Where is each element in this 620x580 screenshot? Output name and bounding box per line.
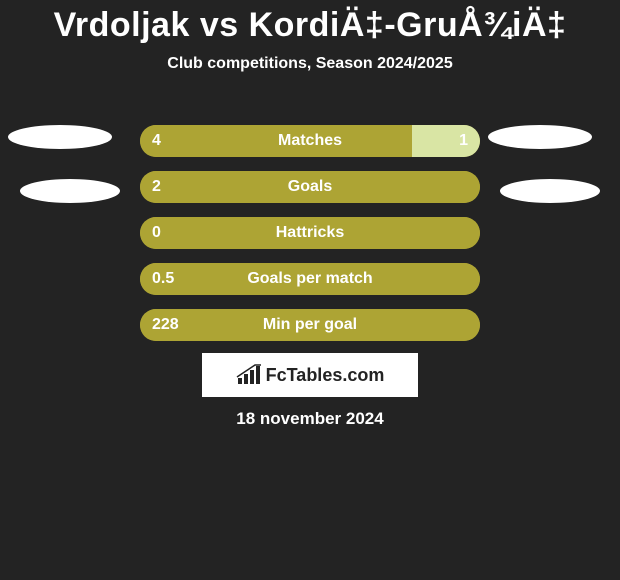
badge-text: FcTables.com	[266, 365, 385, 386]
stat-row: 0.5Goals per match	[0, 256, 620, 302]
stat-row: 228Min per goal	[0, 302, 620, 348]
page-root: Vrdoljak vs KordiÄ‡-GruÅ¾iÄ‡ Club compet…	[0, 0, 620, 580]
bar-value-left: 228	[152, 309, 179, 341]
bar-track: 228Min per goal	[140, 309, 480, 341]
bar-fill-left	[140, 125, 412, 157]
stats-rows: 41Matches2Goals0Hattricks0.5Goals per ma…	[0, 118, 620, 348]
player-avatar-left	[20, 179, 120, 203]
bar-fill-left	[140, 217, 480, 249]
bar-track: 0Hattricks	[140, 217, 480, 249]
player-avatar-right	[500, 179, 600, 203]
snapshot-date: 18 november 2024	[0, 409, 620, 429]
bar-track: 41Matches	[140, 125, 480, 157]
bar-value-right: 1	[459, 125, 468, 157]
stat-row: 0Hattricks	[0, 210, 620, 256]
bar-value-left: 4	[152, 125, 161, 157]
bar-value-left: 2	[152, 171, 161, 203]
page-title: Vrdoljak vs KordiÄ‡-GruÅ¾iÄ‡	[0, 0, 620, 45]
bar-fill-left	[140, 263, 480, 295]
bar-fill-right	[412, 125, 480, 157]
badge-inner: FcTables.com	[236, 364, 385, 386]
chart-icon	[236, 364, 262, 386]
page-subtitle: Club competitions, Season 2024/2025	[0, 55, 620, 73]
bar-fill-left	[140, 171, 480, 203]
bar-value-left: 0	[152, 217, 161, 249]
bar-fill-left	[140, 309, 480, 341]
bar-track: 0.5Goals per match	[140, 263, 480, 295]
bar-value-left: 0.5	[152, 263, 174, 295]
player-avatar-right	[488, 125, 592, 149]
site-badge: FcTables.com	[202, 353, 418, 397]
bar-track: 2Goals	[140, 171, 480, 203]
player-avatar-left	[8, 125, 112, 149]
